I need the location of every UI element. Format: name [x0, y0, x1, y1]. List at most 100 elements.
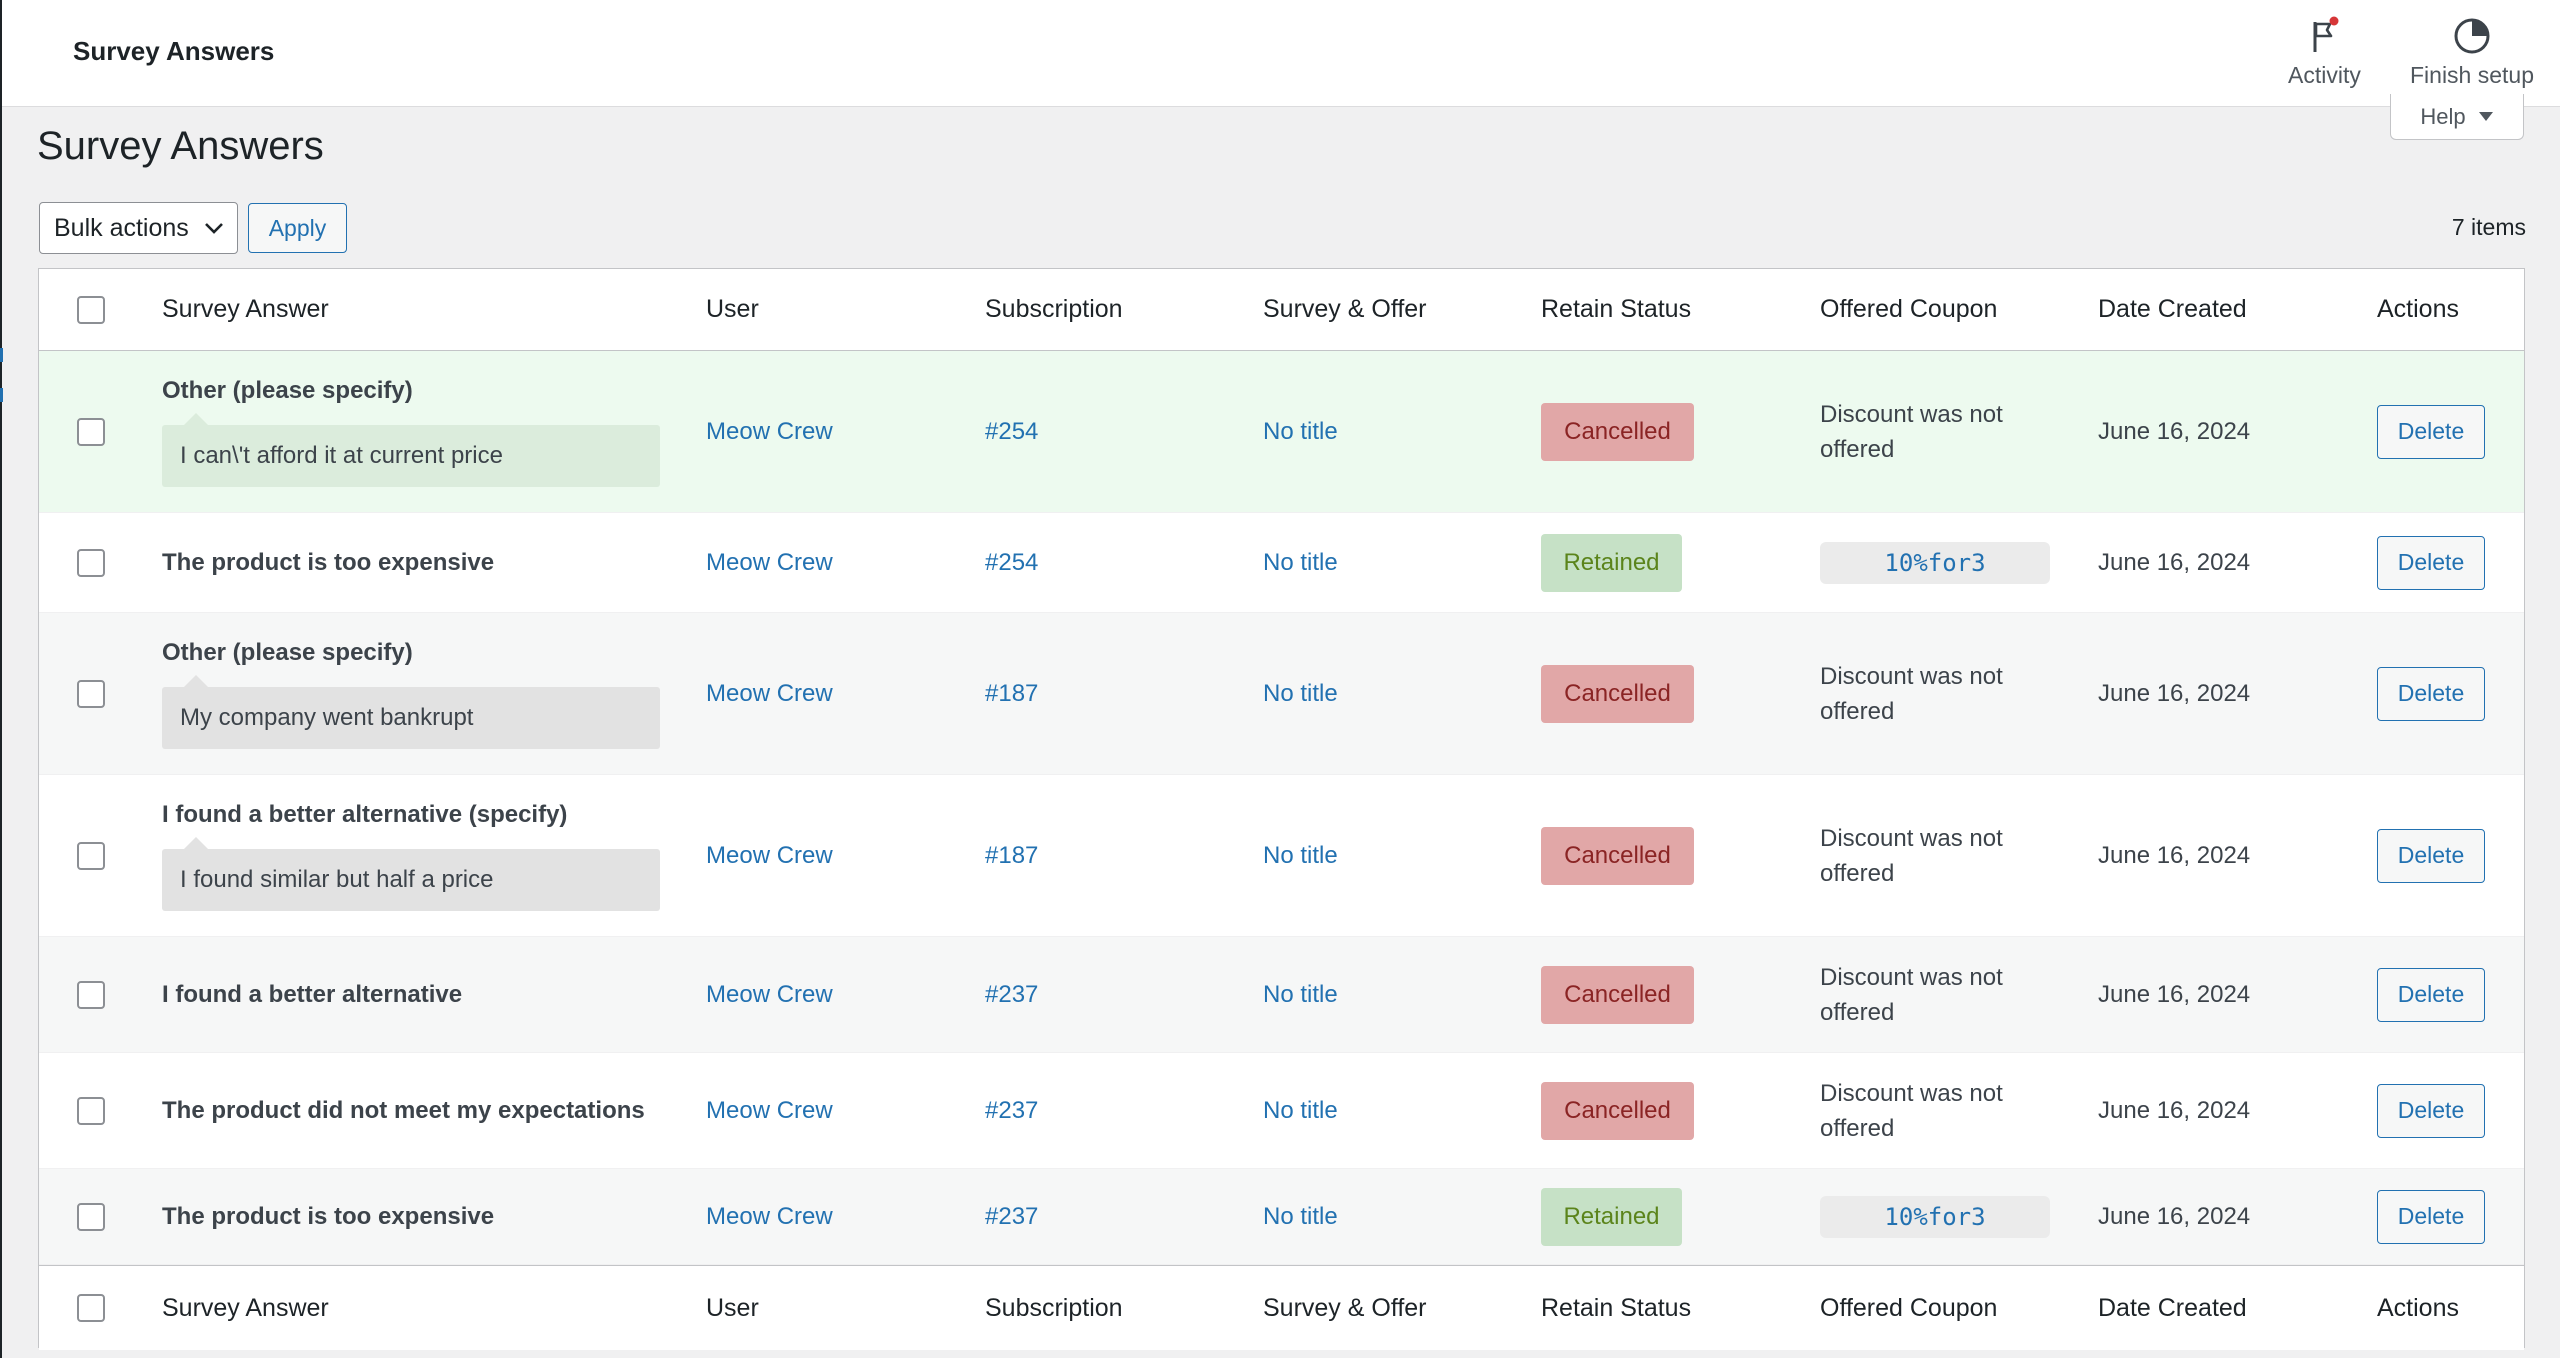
coupon-code: 10%for3 — [1820, 541, 2050, 584]
table-header-row: Survey Answer User Subscription Survey &… — [39, 269, 2524, 351]
survey-answer-title: Other (please specify) — [162, 376, 413, 404]
date-created: June 16, 2024 — [2098, 1096, 2251, 1124]
column-footer-actions: Actions — [2377, 1293, 2459, 1322]
column-footer-user: User — [706, 1293, 759, 1322]
finish-setup-label: Finish setup — [2410, 62, 2535, 88]
subscription-link[interactable]: #187 — [985, 679, 1039, 707]
date-created: June 16, 2024 — [2098, 548, 2251, 576]
column-header-actions: Actions — [2377, 295, 2459, 323]
column-header-date-created[interactable]: Date Created — [2098, 295, 2247, 323]
survey-offer-link[interactable]: No title — [1263, 417, 1338, 445]
date-created: June 16, 2024 — [2098, 841, 2251, 869]
table-row: The product is too expensive Meow Crew #… — [39, 513, 2524, 613]
coupon-status: Discount was not offered — [1820, 963, 2003, 1026]
help-label: Help — [2420, 103, 2466, 129]
table-footer-row: Survey Answer User Subscription Survey &… — [39, 1265, 2524, 1350]
finish-setup-button[interactable]: Finish setup — [2410, 16, 2534, 89]
column-header-survey-answer[interactable]: Survey Answer — [162, 295, 329, 323]
delete-button[interactable]: Delete — [2377, 1083, 2485, 1138]
sidebar-indicator — [0, 388, 3, 402]
survey-answer-note: I found similar but half a price — [162, 836, 660, 911]
table-row: Other (please specify) My company went b… — [39, 613, 2524, 775]
row-checkbox[interactable] — [77, 980, 105, 1009]
survey-offer-link[interactable]: No title — [1263, 679, 1338, 707]
status-badge: Retained — [1541, 1187, 1682, 1246]
column-footer-offered-coupon: Offered Coupon — [1820, 1293, 1998, 1322]
select-all-checkbox-footer[interactable] — [77, 1294, 105, 1322]
items-count: 7 items — [2451, 214, 2526, 240]
user-link[interactable]: Meow Crew — [706, 841, 833, 869]
bulk-actions-value: Bulk actions — [54, 213, 189, 242]
survey-offer-link[interactable]: No title — [1263, 841, 1338, 869]
bulk-actions-select[interactable]: Bulk actions — [39, 202, 238, 254]
survey-answer-title: The product is too expensive — [162, 1202, 495, 1230]
user-link[interactable]: Meow Crew — [706, 1202, 833, 1230]
coupon-status: Discount was not offered — [1820, 824, 2003, 887]
select-all-checkbox[interactable] — [77, 295, 105, 324]
page-title: Survey Answers — [37, 124, 324, 168]
survey-answer-title: I found a better alternative — [162, 980, 463, 1008]
coupon-status: Discount was not offered — [1820, 400, 2003, 463]
row-checkbox[interactable] — [77, 841, 105, 870]
delete-button[interactable]: Delete — [2377, 967, 2485, 1022]
table-row: Other (please specify) I can\'t afford i… — [39, 351, 2524, 513]
user-link[interactable]: Meow Crew — [706, 679, 833, 707]
date-created: June 16, 2024 — [2098, 679, 2251, 707]
row-checkbox[interactable] — [77, 548, 105, 577]
survey-offer-link[interactable]: No title — [1263, 548, 1338, 576]
help-tab-button[interactable]: Help — [2390, 94, 2524, 140]
chevron-down-icon — [205, 223, 223, 234]
column-header-retain-status: Retain Status — [1541, 295, 1692, 323]
table-row: The product is too expensive Meow Crew #… — [39, 1169, 2524, 1265]
column-header-subscription: Subscription — [985, 295, 1123, 323]
row-checkbox[interactable] — [77, 1202, 105, 1231]
column-footer-date-created[interactable]: Date Created — [2098, 1293, 2247, 1322]
survey-offer-link[interactable]: No title — [1263, 980, 1338, 1008]
subscription-link[interactable]: #237 — [985, 1202, 1039, 1230]
status-badge: Retained — [1541, 533, 1682, 592]
survey-answer-title: I found a better alternative (specify) — [162, 800, 568, 828]
activity-label: Activity — [2288, 62, 2361, 88]
user-link[interactable]: Meow Crew — [706, 980, 833, 1008]
sidebar-indicator — [0, 348, 3, 362]
table-row: I found a better alternative Meow Crew #… — [39, 937, 2524, 1053]
status-badge: Cancelled — [1541, 1081, 1694, 1140]
delete-button[interactable]: Delete — [2377, 828, 2485, 883]
apply-button[interactable]: Apply — [248, 203, 347, 253]
row-checkbox[interactable] — [77, 1096, 105, 1125]
subscription-link[interactable]: #254 — [985, 417, 1039, 445]
row-checkbox[interactable] — [77, 417, 105, 446]
admin-sidebar-edge — [0, 0, 2, 1358]
top-bar: Survey Answers Activity Finish setup — [2, 0, 2560, 107]
date-created: June 16, 2024 — [2098, 417, 2251, 445]
date-created: June 16, 2024 — [2098, 980, 2251, 1008]
status-badge: Cancelled — [1541, 402, 1694, 461]
coupon-code: 10%for3 — [1820, 1195, 2050, 1238]
delete-button[interactable]: Delete — [2377, 666, 2485, 721]
user-link[interactable]: Meow Crew — [706, 548, 833, 576]
activity-button[interactable]: Activity — [2288, 16, 2361, 89]
subscription-link[interactable]: #187 — [985, 841, 1039, 869]
survey-answer-note: My company went bankrupt — [162, 674, 660, 749]
row-checkbox[interactable] — [77, 679, 105, 708]
date-created: June 16, 2024 — [2098, 1202, 2251, 1230]
table-row: The product did not meet my expectations… — [39, 1053, 2524, 1169]
column-footer-retain-status: Retain Status — [1541, 1293, 1692, 1322]
subscription-link[interactable]: #237 — [985, 1096, 1039, 1124]
survey-offer-link[interactable]: No title — [1263, 1096, 1338, 1124]
column-footer-subscription: Subscription — [985, 1293, 1123, 1322]
survey-answers-table: Survey Answer User Subscription Survey &… — [38, 268, 2525, 1350]
delete-button[interactable]: Delete — [2377, 1189, 2485, 1244]
subscription-link[interactable]: #237 — [985, 980, 1039, 1008]
subscription-link[interactable]: #254 — [985, 548, 1039, 576]
user-link[interactable]: Meow Crew — [706, 417, 833, 445]
table-row: I found a better alternative (specify) I… — [39, 775, 2524, 937]
status-badge: Cancelled — [1541, 826, 1694, 885]
survey-offer-link[interactable]: No title — [1263, 1202, 1338, 1230]
delete-button[interactable]: Delete — [2377, 535, 2485, 590]
survey-answer-note: I can\'t afford it at current price — [162, 412, 660, 487]
user-link[interactable]: Meow Crew — [706, 1096, 833, 1124]
column-footer-survey-offer: Survey & Offer — [1263, 1293, 1427, 1322]
delete-button[interactable]: Delete — [2377, 404, 2485, 459]
column-footer-survey-answer[interactable]: Survey Answer — [162, 1293, 329, 1322]
